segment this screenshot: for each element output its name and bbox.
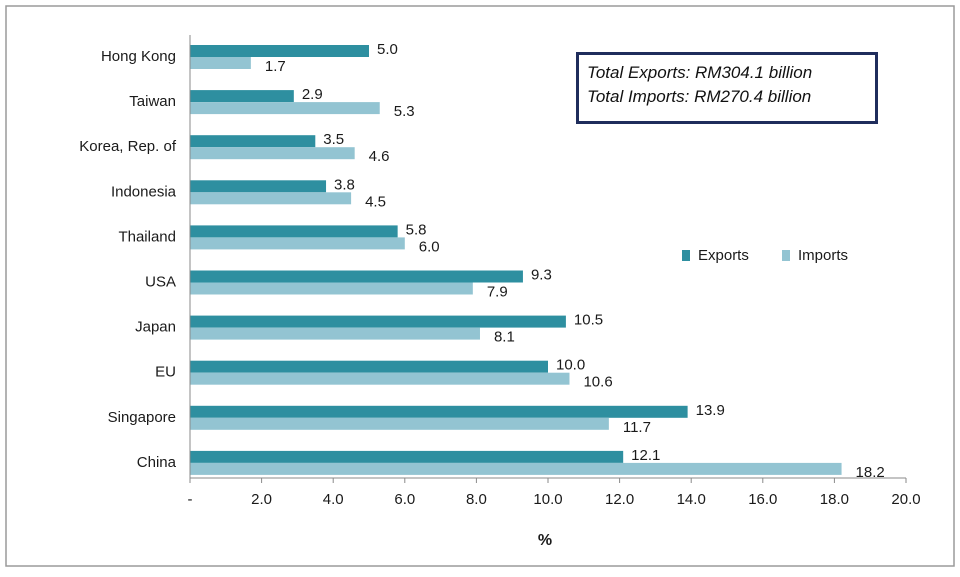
data-label-imports: 4.5 xyxy=(365,193,386,210)
x-tick-label: 14.0 xyxy=(677,491,706,508)
category-label: EU xyxy=(155,364,176,381)
bar-exports xyxy=(190,90,294,103)
category-label: Hong Kong xyxy=(101,48,176,65)
bar-exports xyxy=(190,360,548,373)
labels-group: 5.0 1.7 Hong Kong 2.9 5.3 Taiwan 3.5 4.6 Korea, … xyxy=(79,41,884,481)
bar-exports xyxy=(190,315,566,328)
bar-exports xyxy=(190,135,316,148)
category-label: Thailand xyxy=(118,228,176,245)
data-label-exports: 9.3 xyxy=(531,266,552,283)
legend-label-imports: Imports xyxy=(798,247,848,264)
data-label-exports: 10.0 xyxy=(556,357,585,374)
x-tick-label: 6.0 xyxy=(394,491,415,508)
data-label-imports: 4.6 xyxy=(369,148,390,165)
data-label-exports: 5.8 xyxy=(406,221,427,238)
legend-swatch-imports xyxy=(782,250,790,261)
category-label: China xyxy=(137,454,177,471)
bar-exports xyxy=(190,270,523,283)
bar-imports xyxy=(190,327,480,340)
category-label: Taiwan xyxy=(129,93,176,110)
x-tick-label: 8.0 xyxy=(466,491,487,508)
legend-swatch-exports xyxy=(682,250,690,261)
x-tick-label: 10.0 xyxy=(533,491,562,508)
legend: Exports Imports xyxy=(682,247,848,264)
bar-imports xyxy=(190,462,842,475)
bar-imports xyxy=(190,417,609,430)
totals-note-box: Total Exports: RM304.1 billion Total Imp… xyxy=(576,52,878,124)
bar-exports xyxy=(190,405,688,418)
bar-imports xyxy=(190,102,380,115)
total-imports-text: Total Imports: RM270.4 billion xyxy=(587,87,812,106)
data-label-imports: 11.7 xyxy=(623,419,651,436)
data-label-imports: 7.9 xyxy=(487,283,508,300)
data-label-exports: 13.9 xyxy=(696,402,725,419)
data-label-imports: 10.6 xyxy=(583,374,612,391)
bar-imports xyxy=(190,57,251,69)
axes-group: - 2.0 4.0 6.0 8.0 10.0 12.0 14.0 16.0 18.0 20.0% xyxy=(188,35,921,549)
data-label-exports: 10.5 xyxy=(574,312,603,329)
data-label-exports: 12.1 xyxy=(631,447,660,464)
bar-exports xyxy=(190,45,369,57)
bar-exports xyxy=(190,225,398,238)
x-tick-label: 18.0 xyxy=(820,491,849,508)
x-tick-label: 16.0 xyxy=(748,491,777,508)
data-label-imports: 5.3 xyxy=(394,103,415,120)
bar-imports xyxy=(190,282,473,295)
bar-exports xyxy=(190,180,327,193)
category-label: Singapore xyxy=(108,409,176,426)
category-label: Korea, Rep. of xyxy=(79,138,177,155)
category-label: Japan xyxy=(135,319,176,336)
data-label-imports: 1.7 xyxy=(265,58,286,75)
data-label-imports: 18.2 xyxy=(856,464,885,481)
bar-exports xyxy=(190,450,624,463)
category-label: Indonesia xyxy=(111,183,177,200)
data-label-exports: 3.5 xyxy=(323,131,344,148)
x-tick-label: - xyxy=(188,491,193,508)
x-tick-label: 4.0 xyxy=(323,491,344,508)
bar-imports xyxy=(190,147,355,160)
legend-label-exports: Exports xyxy=(698,247,749,264)
x-tick-label: 2.0 xyxy=(251,491,272,508)
data-label-imports: 8.1 xyxy=(494,329,515,346)
data-label-exports: 2.9 xyxy=(302,86,323,103)
x-tick-label: 20.0 xyxy=(891,491,920,508)
category-label: USA xyxy=(145,273,176,290)
x-axis-title: % xyxy=(538,532,552,549)
bar-imports xyxy=(190,237,405,250)
x-tick-label: 12.0 xyxy=(605,491,634,508)
bar-imports xyxy=(190,372,570,385)
data-label-exports: 5.0 xyxy=(377,41,398,58)
total-exports-text: Total Exports: RM304.1 billion xyxy=(587,63,813,82)
data-label-exports: 3.8 xyxy=(334,176,355,193)
bar-imports xyxy=(190,192,352,205)
data-label-imports: 6.0 xyxy=(419,238,440,255)
bars-group xyxy=(190,45,842,475)
